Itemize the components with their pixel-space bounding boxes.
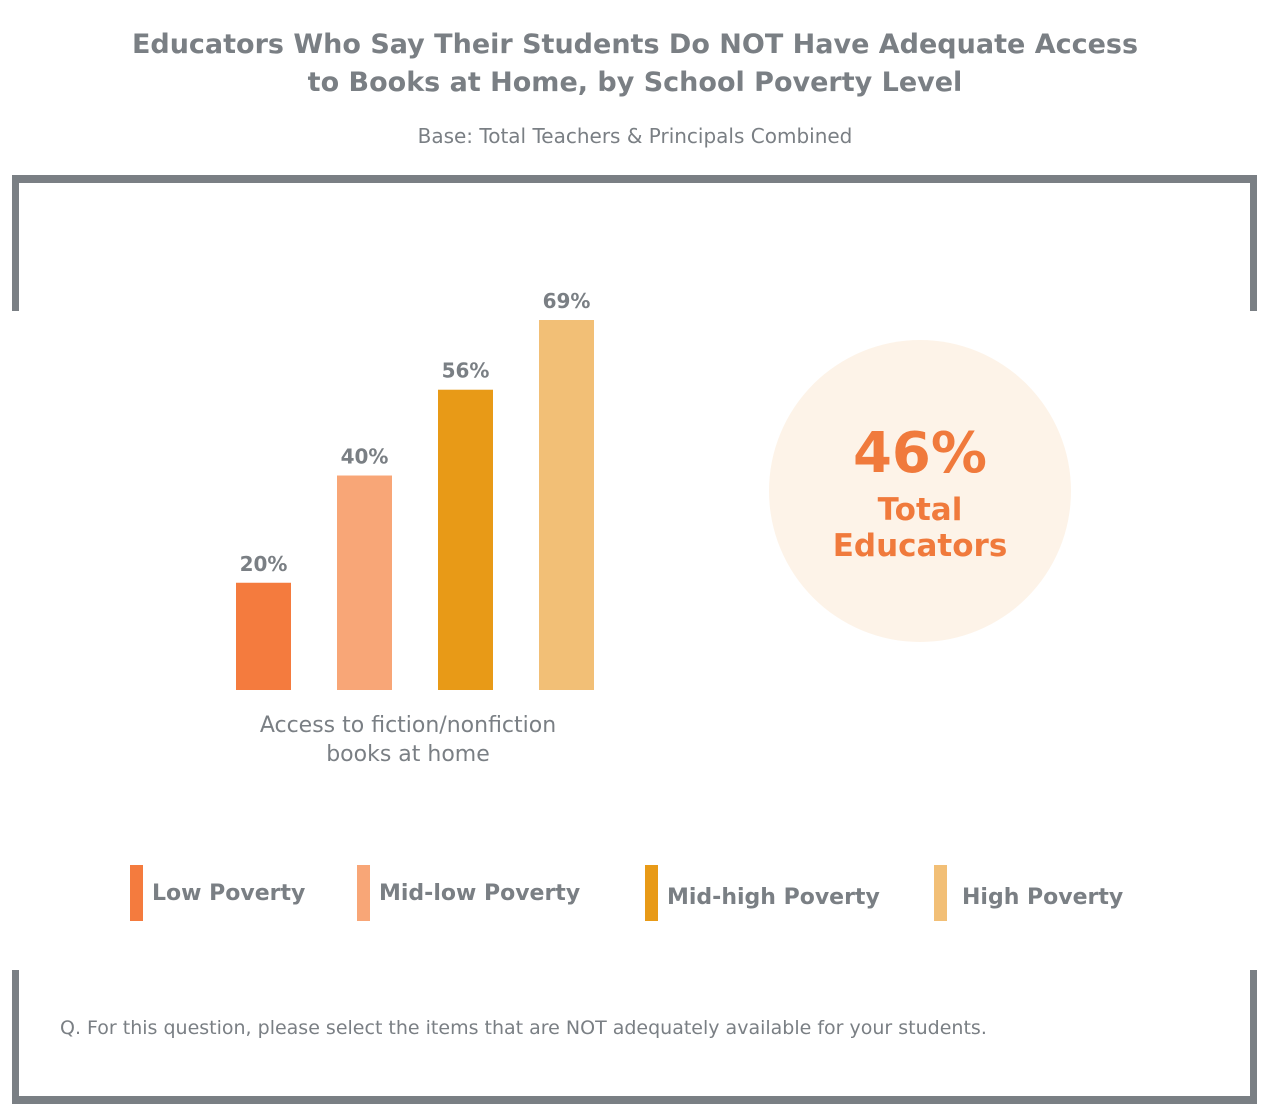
legend-label-low-poverty: Low Poverty: [152, 881, 306, 906]
bar-label-high-poverty: 69%: [543, 289, 591, 313]
bar-mid-high-poverty: [438, 389, 493, 690]
legend-swatch-low-poverty: [130, 865, 143, 921]
bar-label-mid-low-poverty: 40%: [341, 445, 389, 469]
legend-label-high-poverty: High Poverty: [962, 885, 1124, 910]
total-label: Total Educators: [769, 492, 1071, 564]
legend-label-mid-low-poverty: Mid-low Poverty: [379, 881, 581, 906]
legend-swatch-high-poverty: [934, 865, 947, 921]
legend-swatch-mid-low-poverty: [357, 865, 370, 921]
x-axis-label-line-1: Access to fiction/nonfiction: [259, 713, 557, 738]
total-label-line-2: Educators: [832, 528, 1008, 564]
legend-label-mid-high-poverty: Mid-high Poverty: [667, 885, 880, 910]
frame-bottom-bracket: [12, 970, 1257, 1104]
bar-high-poverty: [539, 320, 594, 690]
chart-title-line-1: Educators Who Say Their Students Do NOT …: [131, 29, 1139, 60]
x-axis-label-line-2: books at home: [326, 742, 490, 767]
bar-low-poverty: [236, 582, 291, 690]
total-educators-badge: 46% Total Educators: [769, 340, 1071, 642]
total-value: 46%: [852, 421, 988, 486]
survey-question: Q. For this question, please select the …: [60, 1017, 987, 1039]
frame-top-bracket: [12, 175, 1257, 311]
total-label-line-1: Total: [877, 492, 963, 528]
x-axis-label: Access to fiction/nonfiction books at ho…: [208, 711, 608, 769]
bar-label-low-poverty: 20%: [240, 552, 288, 576]
chart-title-line-2: to Books at Home, by School Poverty Leve…: [307, 67, 963, 98]
chart-title: Educators Who Say Their Students Do NOT …: [0, 26, 1270, 102]
chart-subtitle: Base: Total Teachers & Principals Combin…: [417, 124, 853, 148]
bar-label-mid-high-poverty: 56%: [442, 359, 490, 383]
bar-mid-low-poverty: [337, 475, 392, 690]
legend-swatch-mid-high-poverty: [645, 865, 658, 921]
